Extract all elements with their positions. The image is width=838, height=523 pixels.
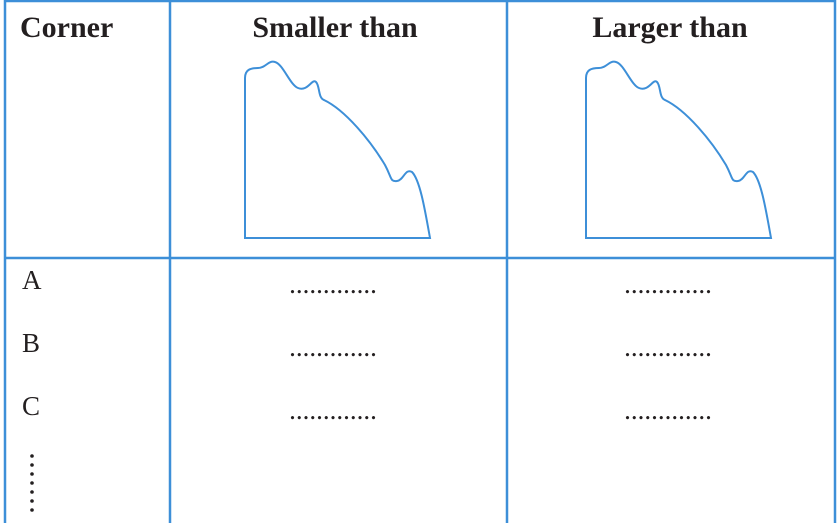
corner-label: C (22, 391, 40, 421)
answer-blank: ............. (289, 269, 377, 299)
corner-label: B (22, 328, 40, 358)
answer-blank: ............. (289, 395, 377, 425)
answer-blank: ............. (624, 395, 712, 425)
torn-corner-figure (585, 60, 773, 239)
header-cell: Larger than (592, 11, 748, 44)
answer-blank: ............. (624, 269, 712, 299)
continuation-dots (30, 454, 34, 512)
torn-corner-figure (244, 60, 432, 239)
header-cell: Corner (20, 11, 113, 44)
header-cell: Smaller than (252, 11, 418, 44)
answer-blank: ............. (289, 332, 377, 362)
answer-blank: ............. (624, 332, 712, 362)
corner-label: A (22, 265, 42, 295)
